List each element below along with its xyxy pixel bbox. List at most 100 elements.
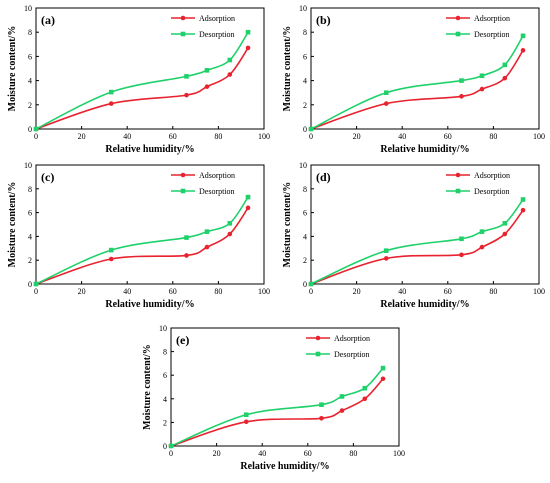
x-tick-label: 40 [123, 287, 131, 296]
x-axis-title: Relative humidity/% [380, 299, 469, 310]
data-point-adsorption [502, 75, 508, 81]
chart-panel: 0 20 40 60 80 100 0 2 4 6 8 10 Relative humidity/% Mo… [142, 324, 405, 472]
y-tick-label: 10 [299, 161, 307, 170]
data-point-desorption [245, 194, 251, 200]
y-tick-label: 4 [303, 77, 307, 86]
x-tick-label: 60 [444, 132, 452, 141]
y-tick-label: 2 [303, 256, 307, 265]
data-point-adsorption [319, 415, 324, 421]
data-point-desorption [520, 197, 526, 202]
x-tick-label: 20 [78, 132, 86, 141]
x-tick-label: 0 [309, 132, 313, 141]
x-tick-label: 60 [304, 449, 312, 458]
x-tick-label: 100 [258, 132, 270, 141]
x-tick-label: 0 [309, 287, 313, 296]
data-point-desorption [204, 68, 210, 73]
x-tick-label: 80 [214, 132, 222, 141]
x-tick-label: 40 [398, 287, 406, 296]
x-axis-title: Relative humidity/% [105, 299, 194, 310]
data-point-desorption [33, 281, 39, 287]
data-point-adsorption [502, 231, 508, 237]
plot-frame [35, 164, 265, 285]
legend-marker [180, 31, 186, 37]
plot-frame [310, 164, 540, 285]
series-line-adsorption [35, 207, 249, 285]
x-tick-label: 80 [489, 287, 497, 296]
y-axis-title: Moisture content/% [7, 182, 18, 268]
y-tick-label: 2 [28, 101, 32, 110]
data-point-desorption [502, 221, 508, 226]
data-point-desorption [245, 29, 251, 35]
x-tick-label: 60 [169, 287, 177, 296]
y-tick-label: 0 [303, 280, 307, 289]
data-point-desorption [308, 281, 314, 287]
x-tick-label: 40 [123, 132, 131, 141]
data-point-desorption [479, 73, 485, 79]
x-tick-label: 100 [258, 287, 270, 296]
panel-label: (c) [41, 170, 54, 184]
data-point-adsorption [380, 376, 386, 382]
legend-marker [315, 351, 321, 357]
data-point-desorption [459, 236, 464, 242]
data-point-adsorption [227, 72, 233, 77]
x-tick-label: 80 [214, 287, 222, 296]
y-tick-label: 8 [28, 28, 32, 37]
legend-label: Desorption [199, 187, 235, 196]
data-point-adsorption [520, 48, 526, 53]
series-line-desorption [35, 196, 249, 285]
series-line-desorption [310, 35, 524, 130]
x-axis-title: Relative humidity/% [105, 144, 194, 155]
legend-label: Adsorption [199, 171, 235, 180]
y-tick-label: 8 [303, 28, 307, 37]
legend-label: Desorption [199, 30, 235, 39]
data-point-adsorption [383, 101, 389, 106]
y-tick-label: 8 [303, 185, 307, 194]
data-point-adsorption [184, 92, 189, 98]
legend-marker [455, 31, 461, 37]
data-point-desorption [227, 57, 233, 63]
y-tick-label: 6 [303, 209, 307, 218]
data-point-adsorption [459, 252, 464, 258]
legend-label: Adsorption [474, 171, 510, 180]
x-tick-label: 0 [34, 132, 38, 141]
y-tick-label: 2 [303, 101, 307, 110]
data-point-adsorption [108, 256, 114, 262]
y-tick-label: 8 [28, 185, 32, 194]
data-point-adsorption [204, 244, 210, 250]
x-tick-label: 0 [169, 449, 173, 458]
x-tick-label: 20 [78, 287, 86, 296]
x-tick-label: 100 [533, 132, 545, 141]
chart-panel: 0 20 40 60 80 100 0 2 4 6 8 10 Relative humidity/% Mo… [282, 161, 545, 310]
y-axis-title: Moisture content/% [282, 26, 293, 112]
legend-label: Adsorption [334, 334, 370, 343]
data-point-desorption [33, 126, 39, 132]
legend-label: Adsorption [199, 14, 235, 23]
data-point-adsorption [479, 86, 485, 92]
x-tick-label: 20 [353, 287, 361, 296]
y-tick-label: 2 [163, 418, 167, 427]
y-tick-label: 4 [163, 395, 167, 404]
data-point-adsorption [184, 253, 189, 258]
data-point-adsorption [383, 256, 389, 261]
data-point-adsorption [243, 419, 249, 425]
y-tick-label: 10 [299, 4, 307, 13]
data-point-desorption [184, 235, 189, 240]
data-point-desorption [502, 62, 508, 68]
legend-marker [180, 15, 186, 21]
y-tick-label: 6 [303, 52, 307, 61]
panel-label: (d) [316, 170, 331, 184]
y-tick-label: 0 [28, 125, 32, 134]
y-axis-title: Moisture content/% [282, 182, 293, 268]
plot-frame [35, 7, 265, 130]
panel-label: (a) [41, 13, 55, 27]
data-point-adsorption [362, 396, 368, 402]
data-point-adsorption [245, 205, 251, 211]
data-point-desorption [204, 229, 210, 234]
x-tick-label: 100 [533, 287, 545, 296]
chart-panel: 0 20 40 60 80 100 0 2 4 6 8 10 Relative humidity/% Mo… [282, 4, 545, 155]
legend-marker [315, 335, 321, 341]
y-tick-label: 10 [24, 161, 32, 170]
y-axis-title: Moisture content/% [142, 344, 153, 430]
data-point-adsorption [245, 45, 251, 51]
